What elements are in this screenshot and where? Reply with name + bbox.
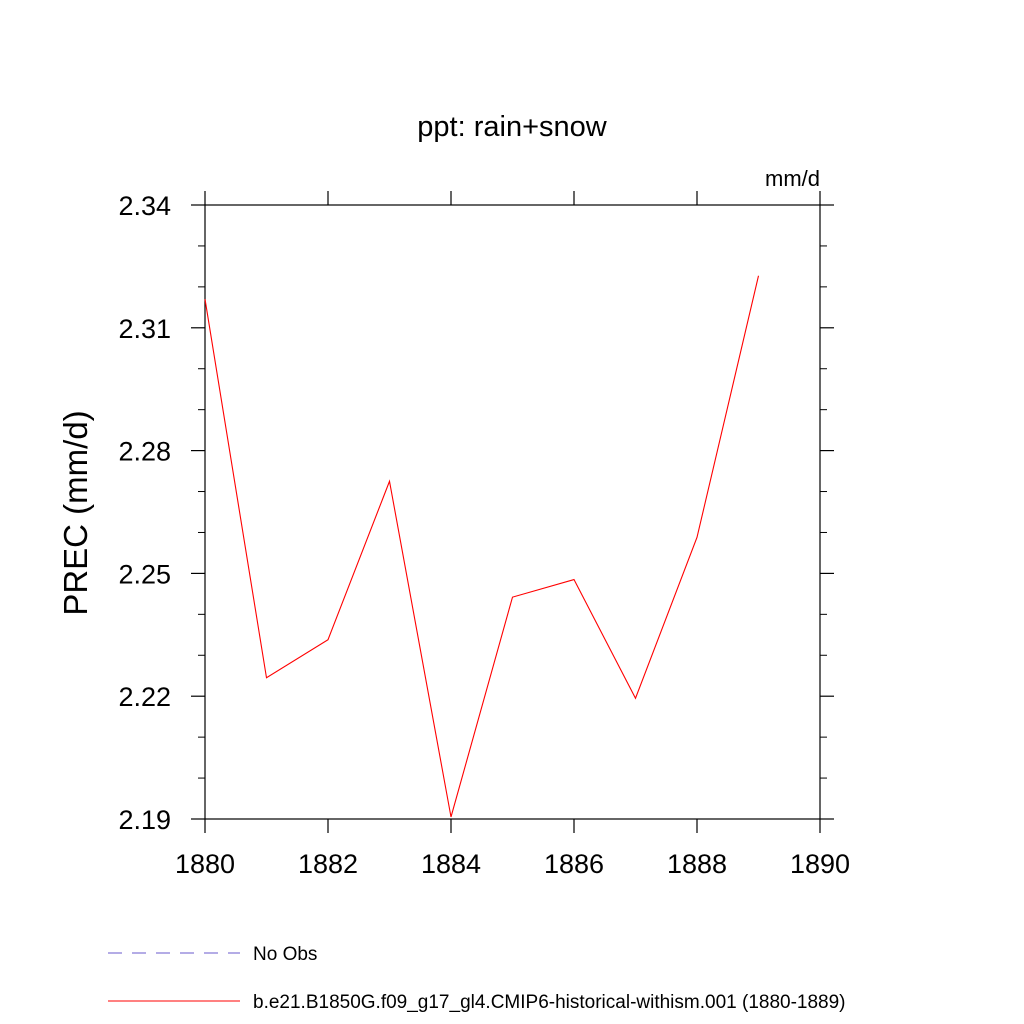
y-tick-label: 2.25	[118, 559, 171, 589]
y-tick-label: 2.22	[118, 682, 171, 712]
y-tick-label: 2.34	[118, 191, 171, 221]
plot-frame	[204, 204, 821, 820]
axis-tick-labels: 1880 1882 1884 1886 1888 1890 2.19 2.22 2.25 2.28…	[118, 191, 850, 879]
y-axis-label: PREC (mm/d)	[57, 410, 94, 615]
x-tick-label: 1884	[421, 849, 481, 879]
y-tick-label: 2.28	[118, 437, 171, 467]
y-tick-label: 2.19	[118, 805, 171, 835]
legend-label: No Obs	[253, 944, 317, 965]
units-label: mm/d	[765, 166, 820, 191]
series-lines	[204, 275, 760, 818]
x-tick-label: 1888	[667, 849, 727, 879]
axis-ticks	[191, 191, 834, 833]
legend-label: b.e21.B1850G.f09_g17_gl4.CMIP6-historica…	[253, 992, 846, 1013]
x-tick-label: 1882	[298, 849, 358, 879]
x-tick-label: 1890	[790, 849, 850, 879]
legend: No Obs b.e21.B1850G.f09_g17_gl4.CMIP6-his…	[108, 944, 846, 1013]
x-tick-label: 1880	[175, 849, 235, 879]
y-tick-label: 2.31	[118, 314, 171, 344]
series-line	[204, 275, 760, 818]
x-tick-label: 1886	[544, 849, 604, 879]
chart-title: ppt: rain+snow	[417, 111, 607, 143]
